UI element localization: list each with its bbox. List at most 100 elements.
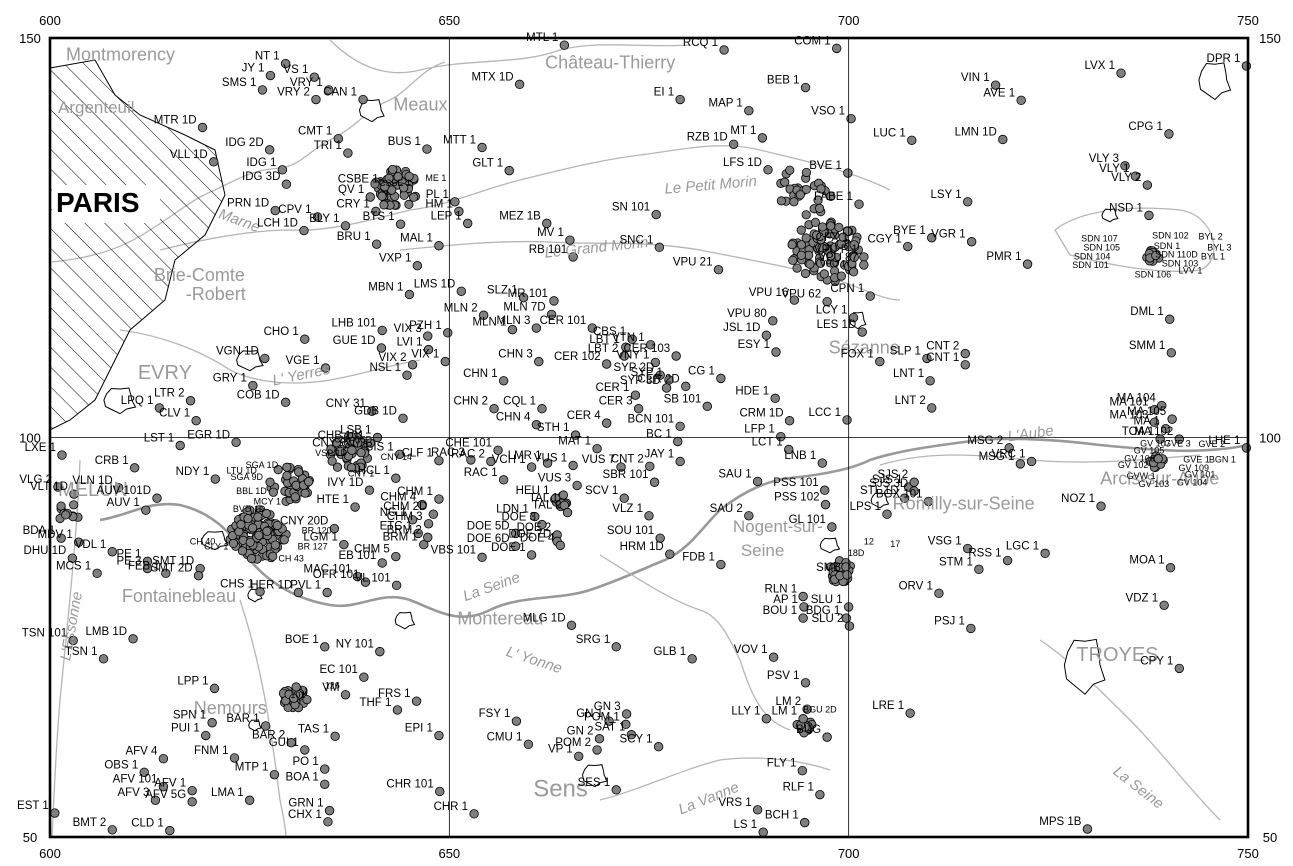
well-marker xyxy=(1164,129,1174,139)
well-marker xyxy=(128,634,138,644)
well-marker xyxy=(1157,400,1167,411)
well-marker xyxy=(422,144,432,154)
well-label: CHN 1 xyxy=(463,368,498,380)
well-label-small: BR 120 xyxy=(302,525,332,535)
city-outline xyxy=(103,387,137,415)
well-marker xyxy=(56,533,66,543)
well-label-small: BGN 1 xyxy=(1209,454,1236,464)
well-label: FEB 1 xyxy=(128,560,160,572)
well-marker xyxy=(504,165,514,176)
well-label: DOE 4 xyxy=(520,532,555,544)
well-marker xyxy=(510,541,521,551)
well-marker xyxy=(154,403,165,413)
well-marker xyxy=(616,462,626,472)
well-marker xyxy=(510,528,521,539)
well-marker xyxy=(228,538,239,549)
well-label: LCY 1 xyxy=(816,305,848,317)
well-label: TSN 101 xyxy=(22,627,67,639)
well-label: FRS 1 xyxy=(378,688,411,700)
well-label: EST 1 xyxy=(17,800,49,812)
well-label: BIS 1 xyxy=(366,441,394,453)
well-marker xyxy=(568,460,578,471)
well-marker xyxy=(377,191,387,201)
well-marker xyxy=(559,40,570,50)
well-label: CHN 4 xyxy=(496,412,531,424)
well-label: LFS 1D xyxy=(723,157,762,169)
well-marker xyxy=(1174,663,1185,674)
well-marker xyxy=(974,564,984,575)
well-label-small: GV 106 xyxy=(1124,453,1155,463)
well-label: SLZ 1 xyxy=(487,285,518,297)
well-label: LSB 1 xyxy=(340,425,371,437)
well-label: BRM 1 xyxy=(383,532,418,544)
well-marker xyxy=(744,106,754,116)
well-marker xyxy=(882,509,892,519)
paris-label-backdrop xyxy=(52,185,160,223)
well-label: VLZ 1 xyxy=(612,503,643,515)
well-marker xyxy=(489,404,499,414)
well-marker xyxy=(903,241,913,252)
well-marker xyxy=(627,334,637,344)
well-marker xyxy=(391,580,402,591)
well-marker xyxy=(236,519,246,530)
well-marker xyxy=(412,261,423,271)
well-marker xyxy=(819,269,829,279)
well-marker xyxy=(273,465,283,475)
well-label: MV 1 xyxy=(537,227,564,239)
well-marker xyxy=(393,172,403,182)
well-marker xyxy=(780,177,790,187)
y-tick-label-left: 150 xyxy=(19,31,41,46)
well-marker xyxy=(801,167,812,178)
well-marker xyxy=(209,683,220,694)
well-marker xyxy=(191,416,201,426)
well-marker xyxy=(621,709,632,719)
well-marker xyxy=(291,682,301,692)
well-label: LM 2 xyxy=(776,696,802,708)
well-label: VRC 1 xyxy=(992,448,1026,460)
well-marker xyxy=(619,493,629,503)
well-label: VPU P 1 xyxy=(814,244,858,256)
well-marker xyxy=(1082,824,1093,834)
well-marker xyxy=(1130,171,1141,181)
well-label: FABE 1 xyxy=(814,191,853,203)
well-marker xyxy=(1016,95,1026,106)
well-marker xyxy=(139,767,149,777)
well-label: LNB 1 xyxy=(784,450,816,462)
well-marker xyxy=(350,502,360,512)
well-marker xyxy=(399,183,409,193)
well-label: GN 2 xyxy=(567,726,594,738)
well-marker xyxy=(801,210,811,220)
well-label: CAN 1 xyxy=(323,87,357,99)
well-marker xyxy=(69,500,79,510)
well-marker xyxy=(800,678,811,688)
well-label: LLY 1 xyxy=(731,706,760,718)
well-marker xyxy=(572,480,582,491)
well-marker xyxy=(817,222,828,232)
well-marker xyxy=(265,477,275,487)
well-label: CNT 1 xyxy=(926,352,959,364)
well-label: CER 103 xyxy=(623,343,670,355)
well-label: VPU 80 xyxy=(727,308,767,320)
well-marker xyxy=(630,390,641,400)
well-marker xyxy=(423,519,434,529)
well-label: LGM 1 xyxy=(303,532,338,544)
well-marker xyxy=(395,449,405,459)
well-marker xyxy=(611,642,621,652)
well-label: BOE 1 xyxy=(285,634,319,646)
well-label: PL 1 xyxy=(426,189,449,201)
well-label-small: BBL 1D xyxy=(236,486,267,496)
well-label: VDZ 1 xyxy=(1126,592,1159,604)
well-marker xyxy=(69,489,79,499)
well-label: VBS 101 xyxy=(431,544,476,556)
well-marker xyxy=(1026,456,1037,467)
well-marker xyxy=(752,805,763,815)
well-label: CER 4 xyxy=(567,410,601,422)
well-marker xyxy=(326,444,336,454)
well-marker xyxy=(193,571,204,581)
well-marker xyxy=(423,344,434,355)
well-label: VXP 1 xyxy=(379,253,411,265)
well-marker xyxy=(514,79,525,90)
well-label: CFX 1 xyxy=(816,232,849,244)
well-label: LCH 1D xyxy=(257,218,298,230)
